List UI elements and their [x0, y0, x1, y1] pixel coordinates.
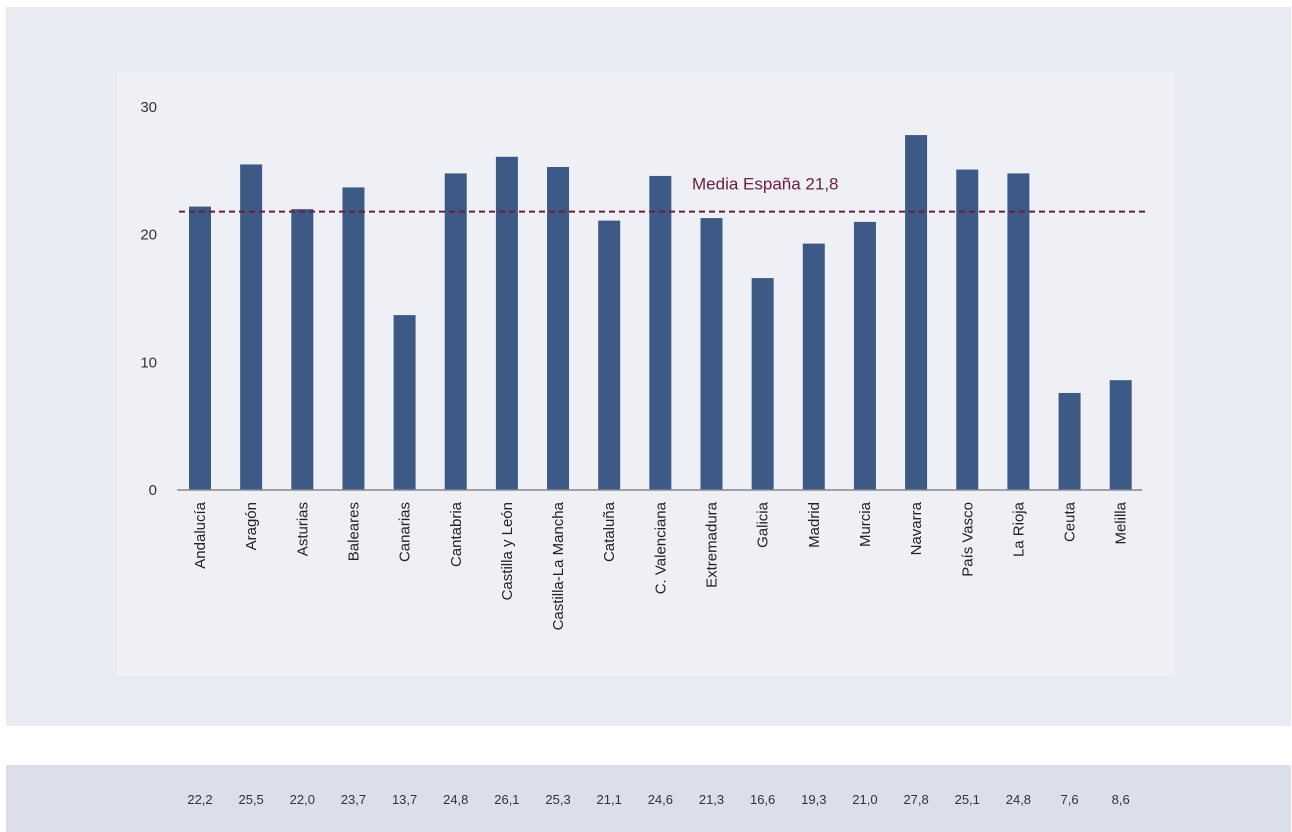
bar-2	[240, 164, 263, 490]
reference-line-label: Media España 21,8	[692, 175, 839, 194]
bar-14	[853, 221, 876, 490]
bar-4	[342, 187, 365, 490]
value-label: 26,1	[494, 792, 520, 807]
chart-outer-panel: 0 10 20 30 Andalucía Aragón Asturias Baleares Ca…	[6, 7, 1291, 726]
bar-5	[393, 315, 416, 490]
chart-panel: 0 10 20 30 Andalucía Aragón Asturias Baleares Ca…	[117, 72, 1175, 676]
value-label: 22,0	[289, 792, 315, 807]
category-label: País Vasco	[959, 502, 976, 577]
bar-10	[649, 175, 672, 490]
value-label: 27,8	[903, 792, 929, 807]
value-label: 25,3	[545, 792, 571, 807]
category-label: Baleares	[345, 502, 362, 561]
bar-16	[956, 169, 979, 490]
category-label: Cataluña	[601, 501, 618, 562]
category-label: Madrid	[806, 502, 823, 548]
bar-12	[751, 278, 774, 490]
bar-11	[700, 218, 723, 490]
bar-3	[291, 209, 314, 490]
bar-13	[802, 243, 825, 490]
value-label: 16,6	[749, 792, 776, 807]
value-label: 24,8	[443, 792, 469, 807]
value-label: 7,6	[1060, 792, 1079, 807]
category-label: Galicia	[755, 501, 772, 548]
category-label: Murcia	[857, 501, 874, 547]
category-label: Andalucía	[192, 501, 209, 568]
y-tick-label: 10	[140, 354, 157, 371]
values-strip: 22,2 25,5 22,0 23,7 13,7 24,8 26,1 25,3 21,1 24,6…	[6, 765, 1291, 832]
bar-chart: 0 10 20 30 Andalucía Aragón Asturias Baleares Ca…	[140, 99, 1147, 630]
category-label: C. Valenciana	[652, 501, 669, 594]
value-label: 24,8	[1005, 792, 1032, 807]
bar-15	[905, 135, 928, 490]
category-label: Asturias	[294, 502, 311, 556]
category-label: Castilla-La Mancha	[550, 501, 567, 630]
bar-8	[547, 167, 570, 490]
category-label: Melilla	[1113, 501, 1130, 544]
category-label: Navarra	[908, 501, 925, 555]
y-tick-label: 30	[140, 99, 157, 116]
value-label: 21,3	[698, 792, 725, 807]
category-label: Canarias	[397, 502, 414, 562]
value-label: 23,7	[340, 792, 367, 807]
category-label: La Rioja	[1010, 501, 1027, 557]
bar-17	[1007, 173, 1030, 490]
bar-18	[1058, 392, 1081, 490]
category-label: Extremadura	[704, 501, 721, 588]
value-label: 21,1	[596, 792, 622, 807]
category-label: Aragón	[243, 502, 260, 550]
category-label: Castilla y León	[499, 502, 516, 600]
value-label: 8,6	[1111, 792, 1130, 807]
value-label: 25,5	[238, 792, 264, 807]
value-label: 25,1	[954, 792, 980, 807]
bar-6	[444, 173, 467, 490]
bar-7	[495, 156, 518, 490]
y-tick-label: 0	[149, 482, 157, 499]
bar-1	[189, 206, 211, 490]
value-label: 13,7	[391, 792, 418, 807]
value-label: 21,0	[852, 792, 878, 807]
value-label: 24,6	[647, 792, 673, 807]
bar-9	[598, 220, 621, 490]
category-label: Cantabria	[448, 501, 465, 567]
y-tick-label: 20	[140, 227, 157, 244]
category-label: Ceuta	[1062, 501, 1079, 542]
bar-19	[1109, 380, 1132, 490]
value-label: 22,2	[187, 792, 213, 807]
value-label: 19,3	[801, 792, 827, 807]
